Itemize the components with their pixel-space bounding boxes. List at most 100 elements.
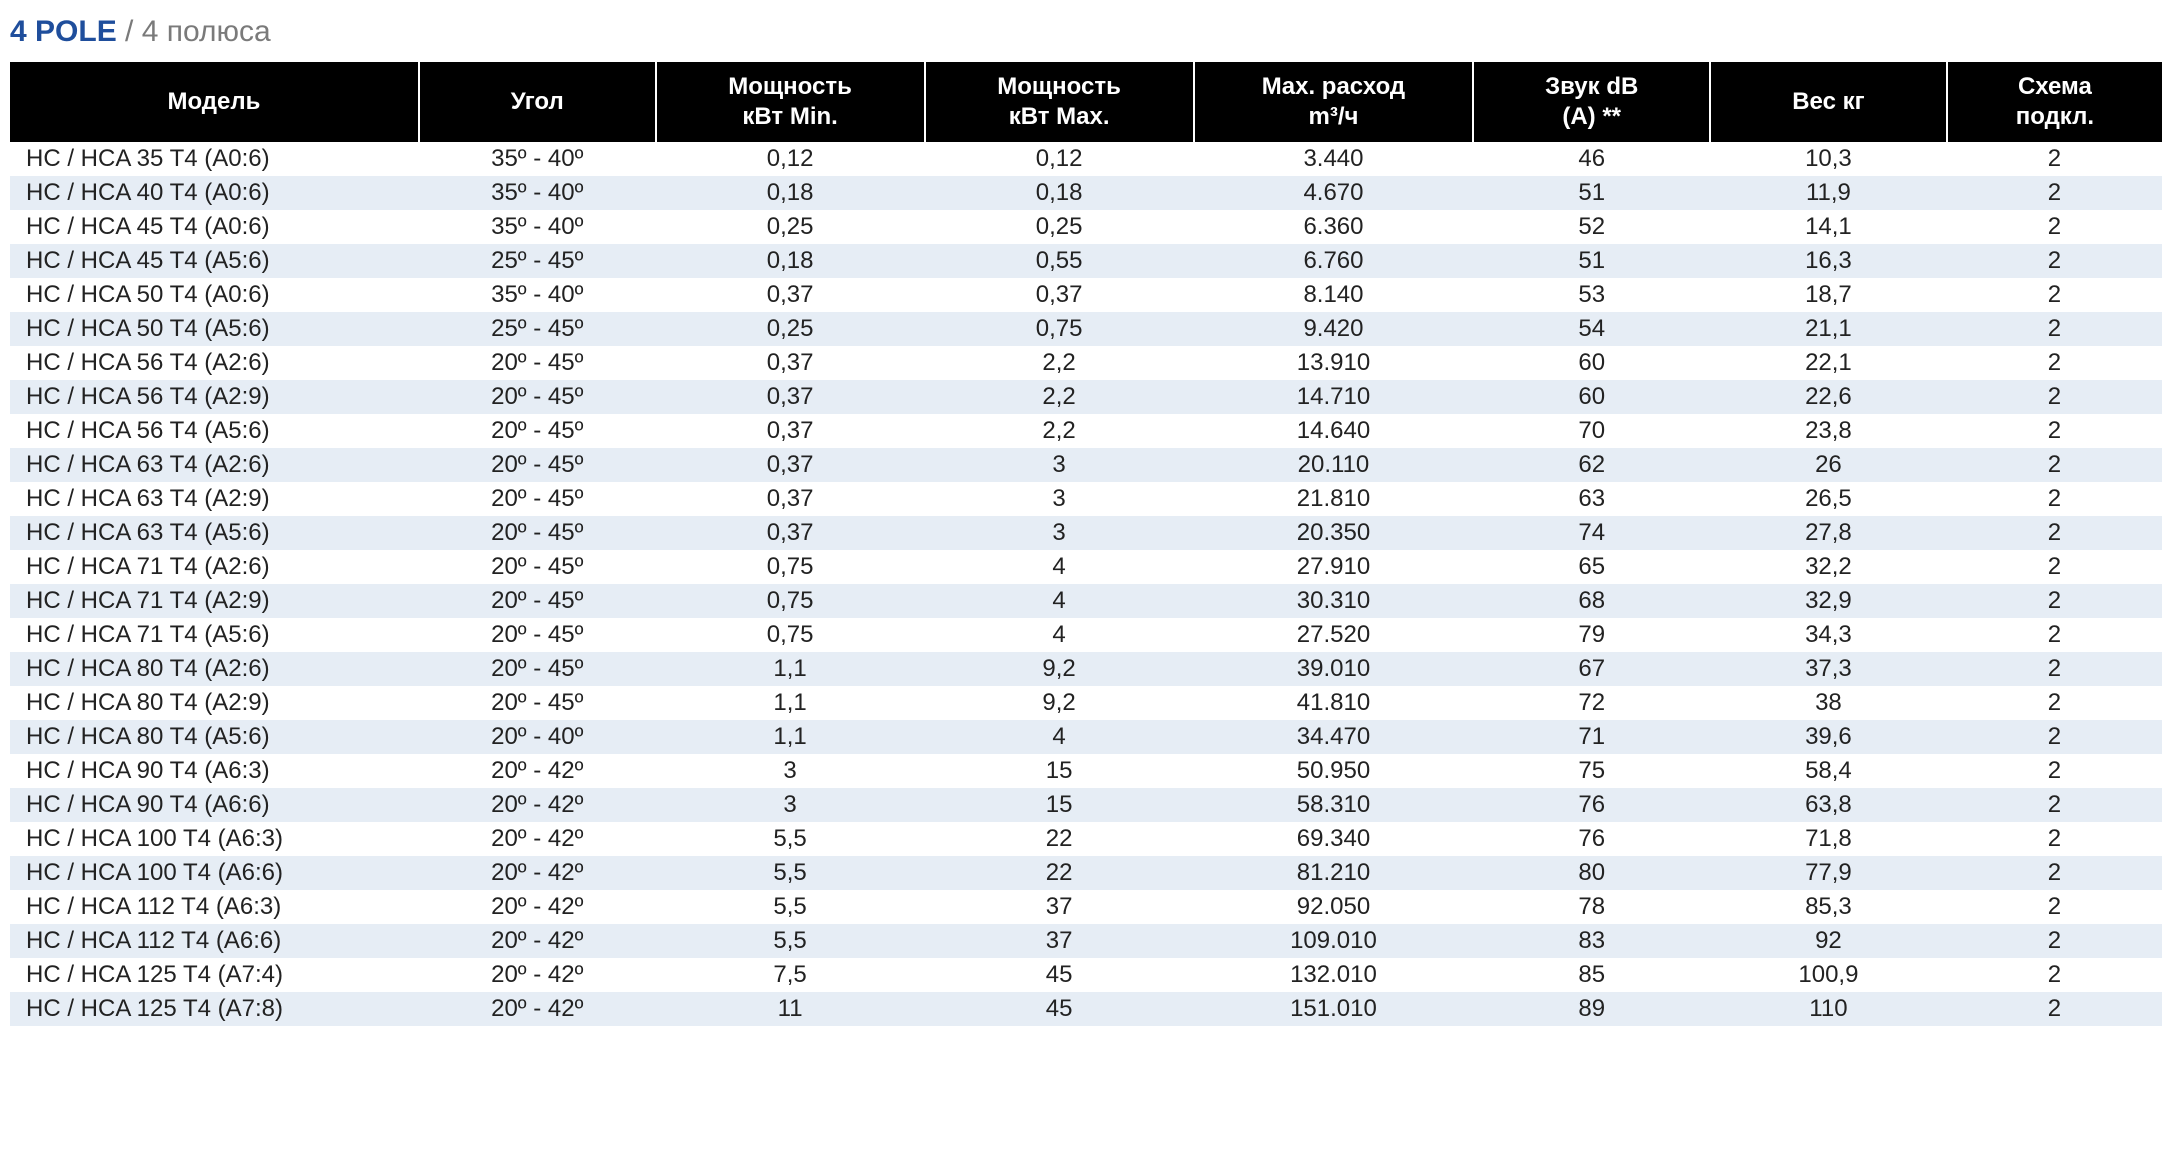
cell-weight: 92 bbox=[1710, 924, 1947, 958]
cell-scheme: 2 bbox=[1947, 754, 2162, 788]
cell-pmax: 0,25 bbox=[925, 210, 1194, 244]
cell-pmin: 0,75 bbox=[656, 618, 925, 652]
cell-model: HC / HCA 50 T4 (A5:6) bbox=[10, 312, 419, 346]
cell-pmin: 0,37 bbox=[656, 482, 925, 516]
cell-model: HC / HCA 112 T4 (A6:3) bbox=[10, 890, 419, 924]
cell-pmin: 0,25 bbox=[656, 210, 925, 244]
table-row: HC / HCA 50 T4 (A5:6)25º - 45º0,250,759.… bbox=[10, 312, 2162, 346]
col-header-sublabel: (A) ** bbox=[1480, 102, 1703, 132]
cell-pmin: 3 bbox=[656, 754, 925, 788]
table-row: HC / HCA 90 T4 (A6:6)20º - 42º31558.3107… bbox=[10, 788, 2162, 822]
cell-weight: 34,3 bbox=[1710, 618, 1947, 652]
cell-pmin: 0,18 bbox=[656, 176, 925, 210]
cell-pmax: 0,75 bbox=[925, 312, 1194, 346]
cell-pmax: 2,2 bbox=[925, 414, 1194, 448]
cell-pmax: 2,2 bbox=[925, 380, 1194, 414]
cell-pmax: 2,2 bbox=[925, 346, 1194, 380]
col-header-sound: Звук dB (A) ** bbox=[1473, 62, 1710, 142]
cell-scheme: 2 bbox=[1947, 618, 2162, 652]
cell-model: HC / HCA 50 T4 (A0:6) bbox=[10, 278, 419, 312]
table-row: HC / HCA 125 T4 (A7:4)20º - 42º7,545132.… bbox=[10, 958, 2162, 992]
cell-scheme: 2 bbox=[1947, 822, 2162, 856]
col-header-pmax: Мощность кВт Max. bbox=[925, 62, 1194, 142]
cell-weight: 18,7 bbox=[1710, 278, 1947, 312]
cell-pmin: 1,1 bbox=[656, 686, 925, 720]
cell-weight: 26,5 bbox=[1710, 482, 1947, 516]
cell-sound: 76 bbox=[1473, 788, 1710, 822]
cell-sound: 53 bbox=[1473, 278, 1710, 312]
cell-sound: 74 bbox=[1473, 516, 1710, 550]
cell-weight: 58,4 bbox=[1710, 754, 1947, 788]
cell-scheme: 2 bbox=[1947, 958, 2162, 992]
cell-pmax: 4 bbox=[925, 720, 1194, 754]
cell-scheme: 2 bbox=[1947, 244, 2162, 278]
cell-pmax: 15 bbox=[925, 754, 1194, 788]
cell-scheme: 2 bbox=[1947, 142, 2162, 176]
cell-weight: 39,6 bbox=[1710, 720, 1947, 754]
cell-flow: 39.010 bbox=[1194, 652, 1474, 686]
table-row: HC / HCA 71 T4 (A5:6)20º - 45º0,75427.52… bbox=[10, 618, 2162, 652]
cell-scheme: 2 bbox=[1947, 584, 2162, 618]
cell-model: HC / HCA 63 T4 (A5:6) bbox=[10, 516, 419, 550]
cell-model: HC / HCA 125 T4 (A7:8) bbox=[10, 992, 419, 1026]
cell-pmin: 0,37 bbox=[656, 278, 925, 312]
cell-sound: 62 bbox=[1473, 448, 1710, 482]
cell-model: HC / HCA 100 T4 (A6:6) bbox=[10, 856, 419, 890]
cell-sound: 85 bbox=[1473, 958, 1710, 992]
cell-model: HC / HCA 71 T4 (A5:6) bbox=[10, 618, 419, 652]
cell-scheme: 2 bbox=[1947, 176, 2162, 210]
col-header-label: Мощность bbox=[997, 73, 1121, 100]
cell-weight: 38 bbox=[1710, 686, 1947, 720]
cell-flow: 20.350 bbox=[1194, 516, 1474, 550]
cell-pmin: 0,75 bbox=[656, 584, 925, 618]
cell-weight: 22,6 bbox=[1710, 380, 1947, 414]
cell-model: HC / HCA 35 T4 (A0:6) bbox=[10, 142, 419, 176]
cell-sound: 63 bbox=[1473, 482, 1710, 516]
cell-angle: 20º - 45º bbox=[419, 550, 656, 584]
cell-flow: 34.470 bbox=[1194, 720, 1474, 754]
cell-model: HC / HCA 63 T4 (A2:9) bbox=[10, 482, 419, 516]
cell-pmin: 11 bbox=[656, 992, 925, 1026]
cell-model: HC / HCA 71 T4 (A2:6) bbox=[10, 550, 419, 584]
col-header-model: Модель bbox=[10, 62, 419, 142]
cell-scheme: 2 bbox=[1947, 652, 2162, 686]
cell-scheme: 2 bbox=[1947, 414, 2162, 448]
cell-flow: 4.670 bbox=[1194, 176, 1474, 210]
title-sep: / bbox=[117, 15, 142, 48]
cell-scheme: 2 bbox=[1947, 210, 2162, 244]
cell-sound: 60 bbox=[1473, 380, 1710, 414]
cell-model: HC / HCA 45 T4 (A5:6) bbox=[10, 244, 419, 278]
col-header-pmin: Мощность кВт Min. bbox=[656, 62, 925, 142]
cell-pmax: 4 bbox=[925, 550, 1194, 584]
cell-scheme: 2 bbox=[1947, 278, 2162, 312]
cell-pmax: 3 bbox=[925, 482, 1194, 516]
cell-sound: 75 bbox=[1473, 754, 1710, 788]
spec-table: Модель Угол Мощность кВт Min. Мощность к… bbox=[10, 62, 2162, 1026]
cell-sound: 72 bbox=[1473, 686, 1710, 720]
cell-sound: 71 bbox=[1473, 720, 1710, 754]
table-row: HC / HCA 80 T4 (A2:6)20º - 45º1,19,239.0… bbox=[10, 652, 2162, 686]
cell-weight: 14,1 bbox=[1710, 210, 1947, 244]
cell-sound: 80 bbox=[1473, 856, 1710, 890]
cell-sound: 83 bbox=[1473, 924, 1710, 958]
cell-model: HC / HCA 90 T4 (A6:6) bbox=[10, 788, 419, 822]
table-row: HC / HCA 63 T4 (A5:6)20º - 45º0,37320.35… bbox=[10, 516, 2162, 550]
cell-model: HC / HCA 100 T4 (A6:3) bbox=[10, 822, 419, 856]
col-header-angle: Угол bbox=[419, 62, 656, 142]
cell-flow: 9.420 bbox=[1194, 312, 1474, 346]
cell-weight: 11,9 bbox=[1710, 176, 1947, 210]
col-header-sublabel: кВт Min. bbox=[663, 102, 918, 132]
cell-sound: 65 bbox=[1473, 550, 1710, 584]
cell-scheme: 2 bbox=[1947, 720, 2162, 754]
table-row: HC / HCA 56 T4 (A2:6)20º - 45º0,372,213.… bbox=[10, 346, 2162, 380]
cell-pmax: 9,2 bbox=[925, 652, 1194, 686]
cell-flow: 27.910 bbox=[1194, 550, 1474, 584]
cell-angle: 25º - 45º bbox=[419, 244, 656, 278]
cell-sound: 54 bbox=[1473, 312, 1710, 346]
cell-flow: 50.950 bbox=[1194, 754, 1474, 788]
cell-flow: 13.910 bbox=[1194, 346, 1474, 380]
cell-weight: 100,9 bbox=[1710, 958, 1947, 992]
cell-pmin: 0,37 bbox=[656, 346, 925, 380]
cell-angle: 20º - 42º bbox=[419, 822, 656, 856]
cell-weight: 32,9 bbox=[1710, 584, 1947, 618]
